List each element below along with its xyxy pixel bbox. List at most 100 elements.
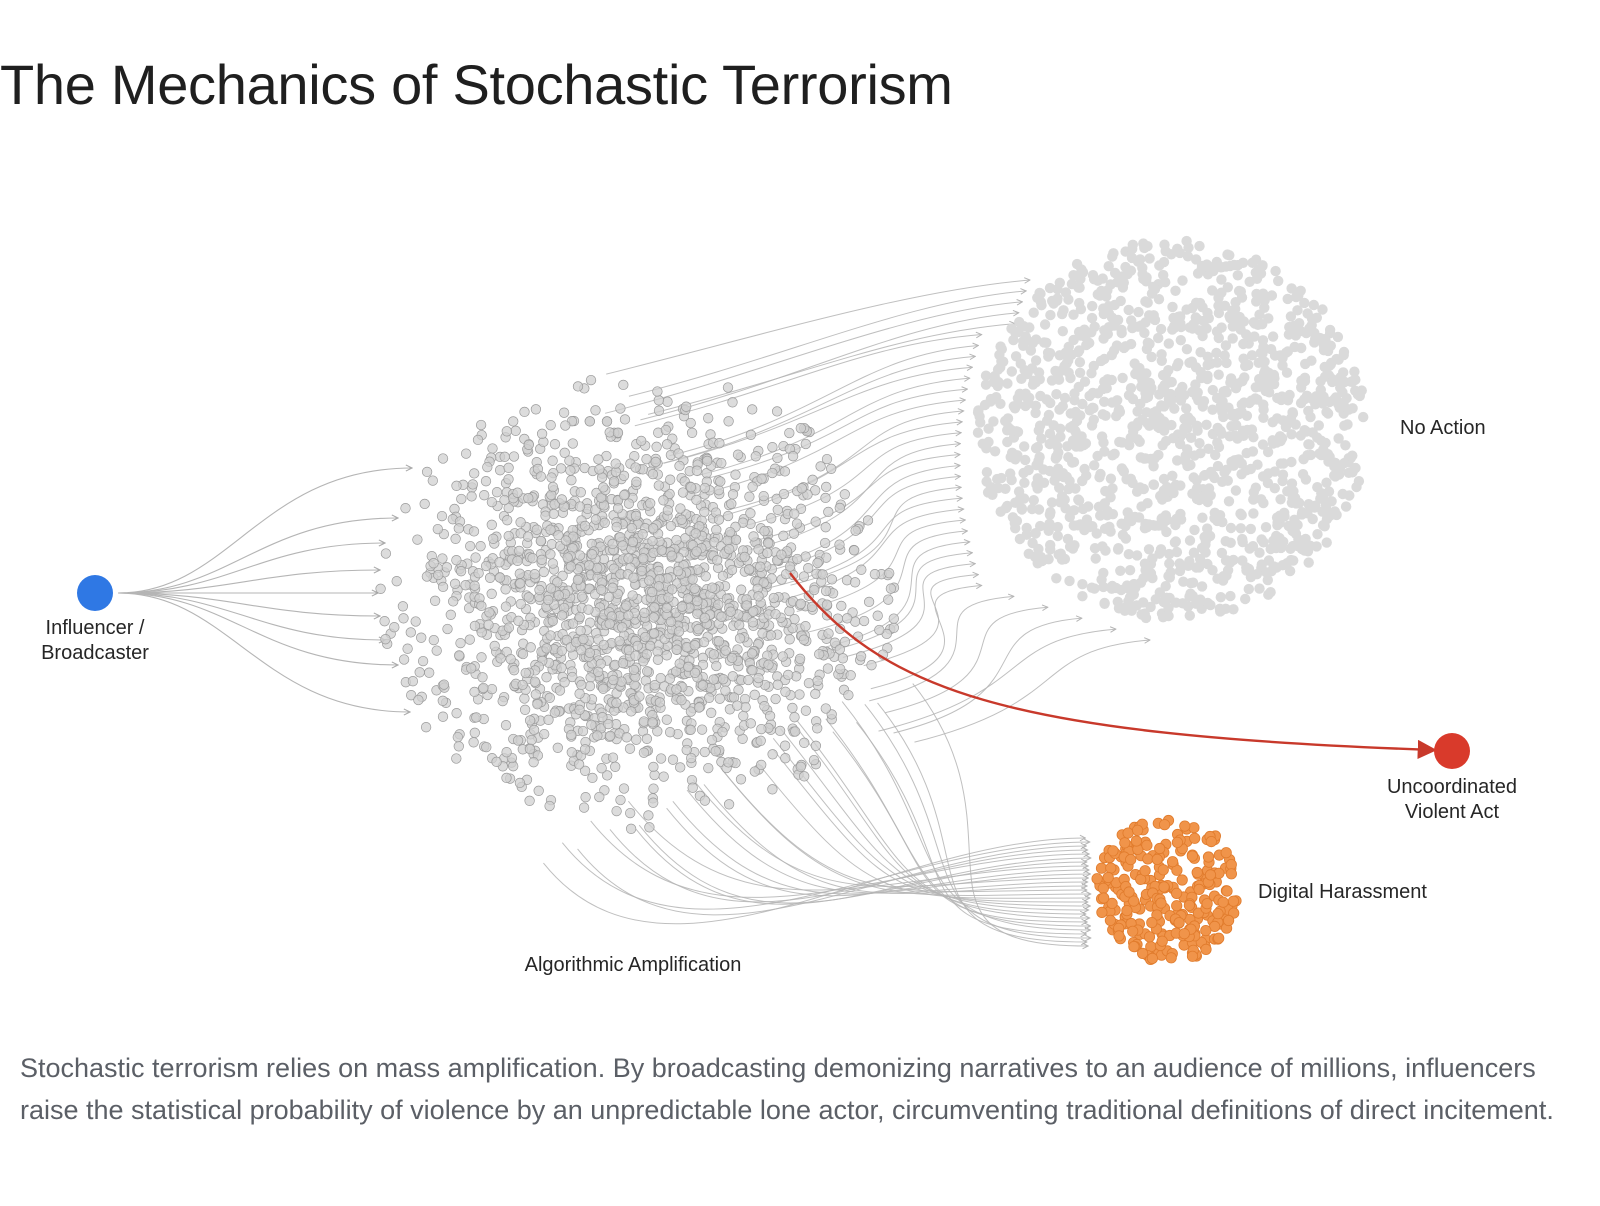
no-action-dot	[1079, 376, 1091, 387]
amplification-dot	[706, 707, 717, 718]
amplification-dot	[639, 607, 650, 618]
amplification-dot	[641, 733, 653, 744]
no-action-dot	[1191, 297, 1202, 308]
no-action-dot	[1109, 299, 1120, 311]
amplification-dot	[690, 528, 701, 539]
harassment-dot	[1165, 952, 1177, 964]
amplification-dot	[645, 498, 656, 509]
no-action-dot	[1046, 497, 1058, 508]
no-action-dot	[1216, 274, 1227, 285]
amplification-dot	[747, 617, 758, 628]
amplification-dot	[664, 727, 676, 738]
amplification-dot	[512, 555, 523, 566]
amplification-dot	[437, 553, 448, 564]
amplification-dot	[619, 489, 630, 501]
amplification-dot	[592, 730, 603, 741]
no-action-dot	[1038, 477, 1050, 488]
no-action-dot	[1119, 605, 1131, 616]
no-action-dot	[1009, 403, 1021, 414]
no-action-dot	[1216, 547, 1228, 559]
no-action-dot	[1181, 344, 1193, 355]
violent-act-label-line-1: Uncoordinated	[1387, 776, 1517, 798]
amplification-dot	[427, 475, 438, 486]
amplification-dot	[746, 648, 758, 659]
amplification-dot	[607, 538, 618, 550]
no-action-dot	[1185, 577, 1197, 589]
amplification-dot	[584, 416, 595, 427]
amplification-dot	[623, 610, 634, 621]
no-action-dot	[1289, 514, 1300, 525]
no-action-dot	[980, 370, 992, 381]
no-action-dot	[1249, 331, 1260, 342]
amplification-dot	[505, 653, 516, 665]
harassment-dot	[1188, 822, 1200, 834]
amplification-dot	[821, 453, 833, 465]
amplification-dot	[758, 577, 769, 588]
amplification-dot	[671, 644, 682, 655]
no-action-dot	[1322, 345, 1334, 357]
amplification-dot	[747, 404, 758, 415]
amplification-dot	[647, 586, 658, 598]
amplification-dot	[783, 669, 794, 681]
no-action-dot	[1203, 313, 1215, 324]
amplification-dot	[455, 566, 467, 577]
amplification-dot	[481, 741, 492, 753]
amplification-dot	[826, 463, 837, 474]
no-action-dot	[1286, 429, 1297, 440]
no-action-dot	[1019, 477, 1030, 488]
amplification-dot	[429, 595, 441, 606]
amplification-dot	[795, 598, 806, 609]
amplification-dot	[673, 626, 685, 637]
no-action-dot	[1287, 407, 1298, 418]
no-action-dot	[1158, 473, 1170, 485]
harassment-dot	[1130, 835, 1143, 847]
no-action-dot	[1144, 338, 1155, 350]
no-action-dot	[1191, 484, 1203, 495]
amplification-dot	[406, 690, 417, 701]
no-action-dot	[1153, 332, 1164, 344]
no-action-dot	[1189, 450, 1200, 461]
amplification-dot	[806, 601, 818, 612]
amplification-dot	[541, 672, 552, 683]
harassment-dot	[1171, 900, 1183, 912]
no-action-dot	[1193, 395, 1204, 406]
harassment-dot	[1158, 881, 1170, 893]
amplification-dot	[436, 510, 448, 522]
no-action-dot	[1172, 455, 1183, 466]
no-action-dot	[1238, 353, 1249, 364]
amplification-dot	[834, 539, 845, 550]
no-action-dot	[1196, 581, 1208, 592]
no-action-dot	[1006, 474, 1017, 486]
no-action-dot	[1190, 362, 1202, 373]
amplification-dot	[720, 685, 731, 696]
no-action-dot	[989, 446, 1001, 457]
no-action-dot	[1044, 282, 1056, 294]
amplification-dot	[681, 744, 692, 756]
no-action-dot	[1055, 548, 1067, 559]
no-action-dot	[1075, 304, 1087, 315]
no-action-dot	[1296, 342, 1307, 354]
amplification-dot	[820, 492, 831, 504]
no-action-dot	[1174, 438, 1186, 450]
no-action-dot	[995, 341, 1006, 352]
harassment-dot	[1157, 864, 1169, 876]
amplification-dot	[716, 611, 727, 622]
network-diagram: Influencer / Broadcaster No Action Uncoo…	[0, 150, 1600, 1030]
harassment-dot	[1221, 885, 1233, 897]
harassment-dot	[1189, 832, 1201, 844]
no-action-dot	[1221, 357, 1232, 369]
no-action-dot	[1102, 328, 1114, 340]
no-action-dot	[1196, 542, 1208, 554]
amplification-dot	[733, 684, 744, 696]
amplification-dot	[603, 591, 615, 603]
no-action-dot	[1202, 523, 1213, 534]
no-action-dot	[1290, 291, 1302, 303]
amplification-dot	[726, 564, 738, 576]
amplification-dot	[849, 577, 861, 588]
amplification-dot	[449, 578, 461, 589]
no-action-dot	[1272, 520, 1283, 531]
no-action-dot	[1167, 470, 1178, 481]
amplification-dot	[530, 404, 542, 415]
no-action-dot	[1131, 486, 1143, 497]
amplification-dot	[598, 683, 609, 694]
